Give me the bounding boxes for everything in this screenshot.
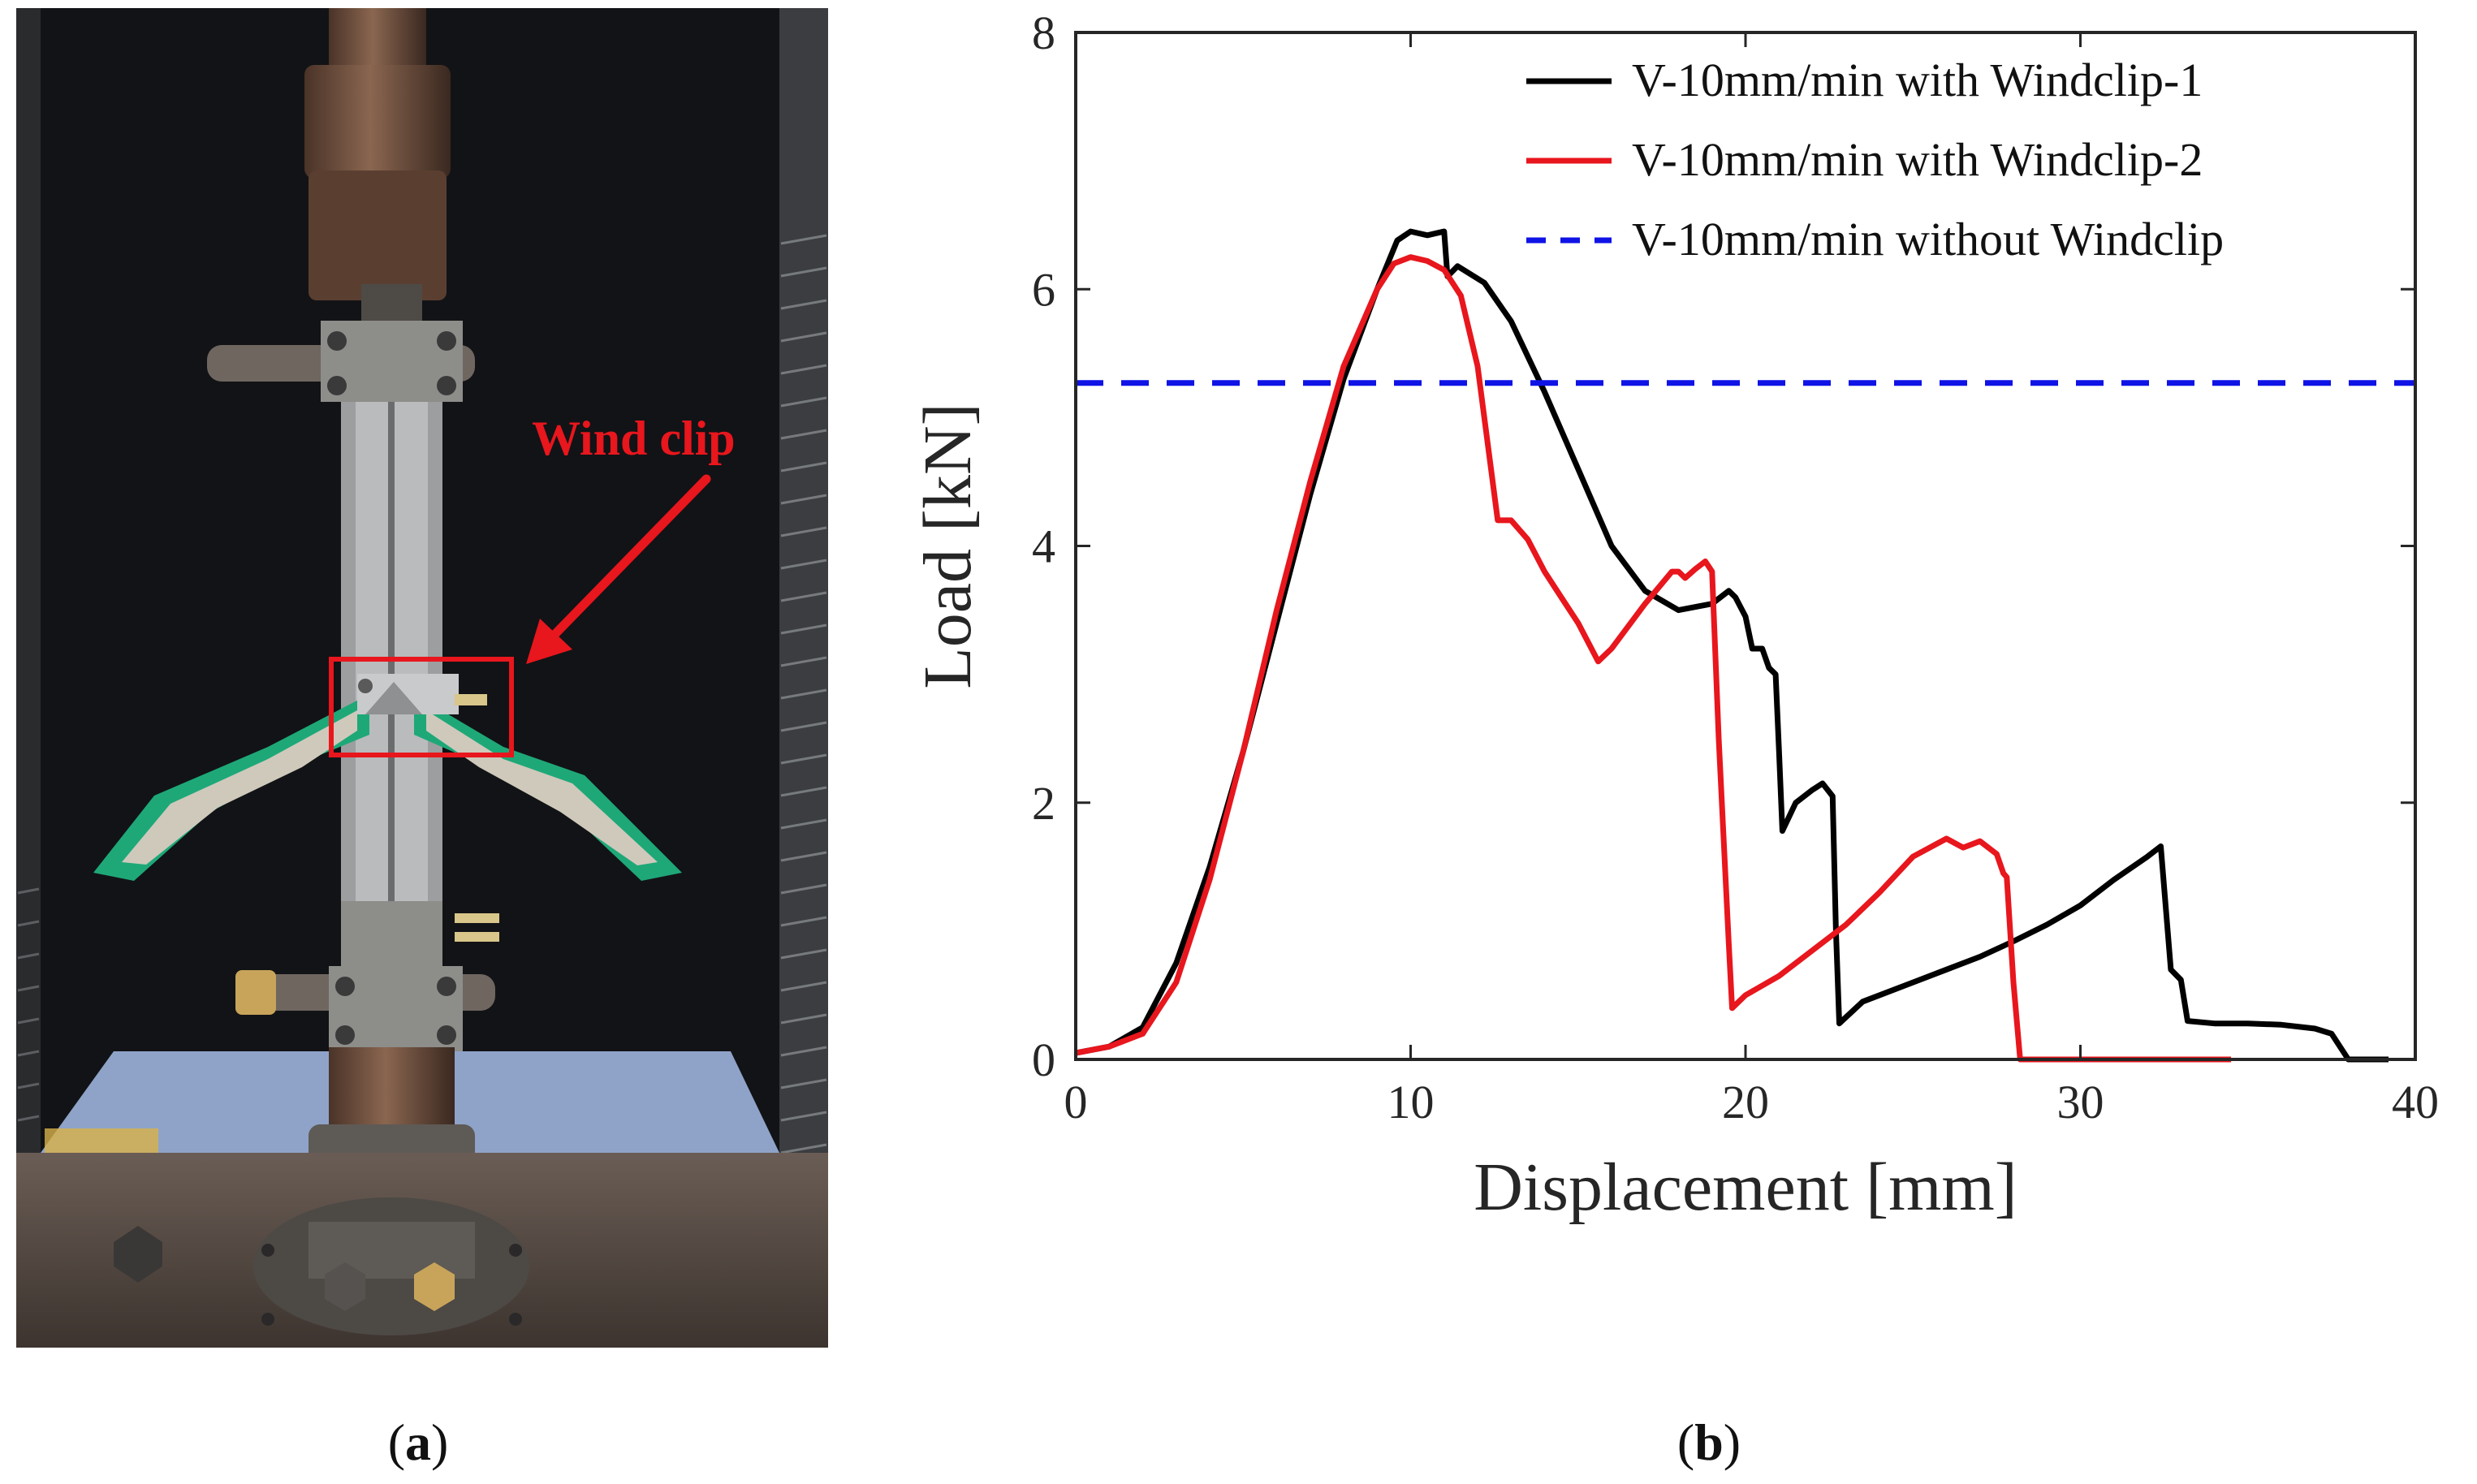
series-line-2: [1075, 254, 2232, 1063]
chart-panel: 0 10 20 30 40 0 2 4 6 8 Displacement [mm] Load […: [909, 0, 2477, 1380]
upper-clamp: [207, 321, 475, 402]
upper-actuator: [304, 8, 451, 390]
caption-b: (b): [1677, 1413, 1741, 1471]
wind-clip-hardware: [357, 674, 487, 714]
y-tick-label: 8: [1032, 6, 1055, 59]
callout-arrow: [526, 474, 711, 664]
caption-a: (a): [387, 1413, 449, 1471]
x-axis-ticks: 0 10 20 30 40: [1064, 32, 2439, 1128]
fabric-left: [93, 694, 369, 881]
legend: V-10mm/min with Windclip-1 V-10mm/min wit…: [1526, 54, 2224, 265]
y-axis-label: Load [kN]: [910, 403, 986, 688]
y-tick-label: 4: [1032, 520, 1055, 573]
plot-frame: [1074, 31, 2417, 1061]
lower-clamp: [235, 901, 499, 1055]
frame-right-louvers: [779, 8, 828, 1348]
y-tick-label: 2: [1032, 777, 1055, 830]
x-tick-label: 40: [2392, 1076, 2439, 1128]
legend-label-3: V-10mm/min without Windclip: [1632, 213, 2224, 265]
y-tick-label: 0: [1032, 1033, 1055, 1086]
x-axis-label: Displacement [mm]: [1474, 1150, 2017, 1225]
x-tick-label: 10: [1387, 1076, 1435, 1128]
fabric-right: [414, 694, 682, 881]
load-displacement-chart: 0 10 20 30 40 0 2 4 6 8 Displacement [mm] Load […: [910, 6, 2439, 1225]
x-tick-label: 30: [2057, 1076, 2104, 1128]
frame-left-louvers: [17, 887, 40, 1122]
caption-a-letter: a: [405, 1413, 431, 1471]
series-line-1: [1075, 228, 2389, 1063]
legend-label-2: V-10mm/min with Windclip-2: [1632, 133, 2203, 186]
callout-label: Wind clip: [532, 412, 736, 465]
series-layer: [1075, 228, 2415, 1063]
y-axis-ticks: 0 2 4 6 8: [1032, 6, 2415, 1086]
lower-actuator: [16, 1047, 828, 1348]
frame-left: [16, 8, 41, 1348]
x-tick-label: 20: [1722, 1076, 1769, 1128]
wind-clip-highlight-box: [329, 657, 514, 757]
y-tick-label: 6: [1032, 263, 1055, 316]
photo-panel: Wind clip: [0, 0, 844, 1380]
test-rig-photo: Wind clip: [16, 8, 828, 1348]
x-tick-label: 0: [1064, 1076, 1088, 1128]
caption-b-letter: b: [1694, 1413, 1724, 1471]
legend-label-1: V-10mm/min with Windclip-1: [1632, 54, 2203, 106]
